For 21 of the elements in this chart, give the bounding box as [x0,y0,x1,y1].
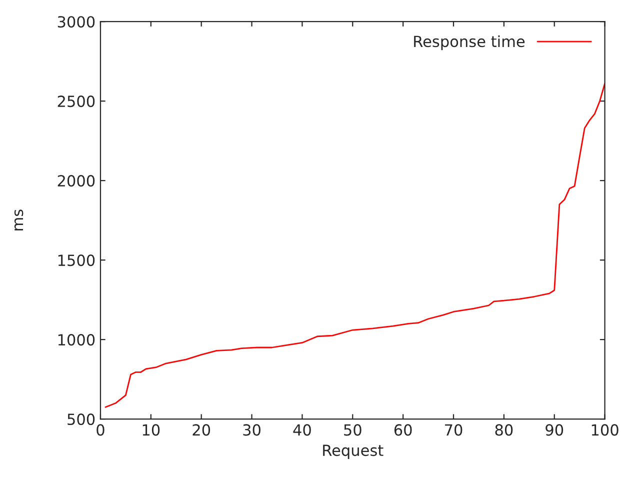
x-tick-label: 100 [592,424,618,436]
x-axis-title: Request [323,444,384,460]
x-tick-label: 50 [344,424,362,436]
y-tick-label: 1500 [58,254,95,266]
y-tick-label: 2500 [58,96,95,108]
x-tick-label: 60 [394,424,412,436]
x-tick-label: 40 [293,424,311,436]
legend-label: Response time [414,35,525,50]
y-axis-title: ms [14,210,24,230]
y-tick-label: 2000 [58,175,95,187]
x-tick-label: 0 [96,424,104,436]
line-series [104,82,605,408]
x-tick-label: 90 [546,424,564,436]
y-tick-label: 3000 [58,16,95,28]
x-tick-label: 10 [142,424,160,436]
x-tick-label: 80 [495,424,513,436]
y-tick-label: 500 [68,414,95,426]
x-tick-label: 20 [192,424,210,436]
x-tick-label: 30 [243,424,260,436]
y-tick-label: 1000 [58,334,95,346]
x-tick-label: 70 [445,424,462,436]
